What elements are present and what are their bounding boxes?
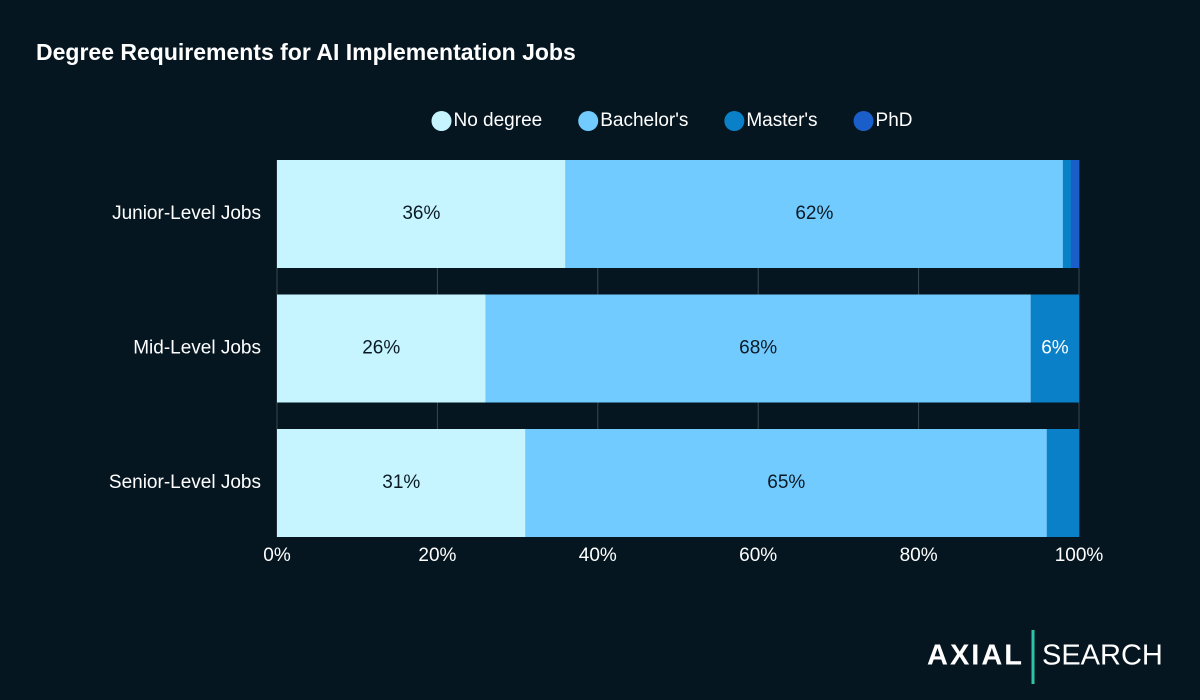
x-tick-label: 60% bbox=[739, 545, 777, 566]
data-label: 36% bbox=[402, 203, 440, 224]
y-tick-label: Mid-Level Jobs bbox=[133, 338, 261, 359]
legend-label: No degree bbox=[453, 110, 542, 131]
data-label: 31% bbox=[382, 472, 420, 493]
bar-segment bbox=[1046, 429, 1079, 537]
legend-label: Master's bbox=[746, 110, 817, 131]
legend-marker bbox=[431, 111, 452, 131]
legend-marker bbox=[578, 111, 599, 131]
data-label: 6% bbox=[1041, 338, 1069, 359]
y-tick-label: Senior-Level Jobs bbox=[109, 472, 261, 493]
legend-label: Bachelor's bbox=[600, 110, 688, 131]
bar-segment bbox=[1030, 294, 1079, 403]
data-label: 65% bbox=[767, 472, 805, 493]
bar-segment bbox=[485, 294, 1031, 403]
bar-segment bbox=[277, 294, 486, 403]
brand-left: AXIAL bbox=[927, 640, 1024, 672]
bar-segment bbox=[1070, 160, 1079, 268]
chart-title: Degree Requirements for AI Implementatio… bbox=[36, 39, 576, 65]
x-tick-label: 0% bbox=[263, 545, 291, 566]
x-tick-label: 100% bbox=[1055, 545, 1104, 566]
bar-segment bbox=[525, 429, 1047, 537]
data-label: 26% bbox=[362, 338, 400, 359]
brand-right: SEARCH bbox=[1042, 640, 1163, 672]
legend-marker bbox=[853, 111, 874, 131]
legend-marker bbox=[724, 111, 745, 131]
bar-segment bbox=[277, 160, 566, 268]
bar-segment bbox=[277, 429, 526, 537]
bar-segment bbox=[1062, 160, 1071, 268]
bar-segment bbox=[565, 160, 1063, 268]
legend-label: PhD bbox=[876, 110, 913, 131]
x-tick-label: 40% bbox=[579, 545, 617, 566]
data-label: 68% bbox=[739, 338, 777, 359]
x-tick-label: 20% bbox=[418, 545, 456, 566]
y-tick-label: Junior-Level Jobs bbox=[112, 203, 261, 224]
data-label: 62% bbox=[795, 203, 833, 224]
x-tick-label: 80% bbox=[900, 545, 938, 566]
